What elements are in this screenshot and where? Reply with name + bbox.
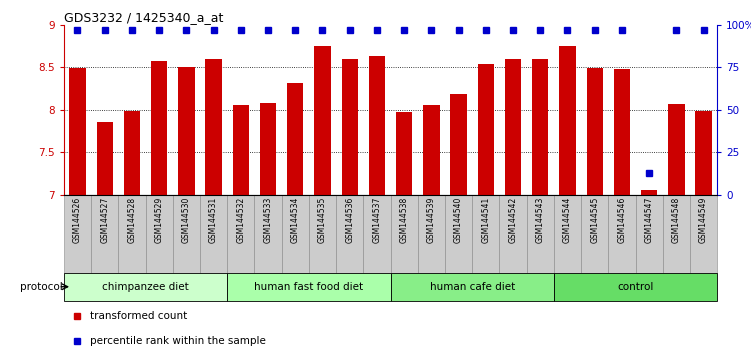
- Text: transformed count: transformed count: [90, 311, 187, 321]
- Bar: [451, 93, 467, 195]
- Bar: [581, 195, 608, 273]
- Bar: [119, 195, 146, 273]
- Bar: [396, 112, 412, 195]
- Bar: [668, 104, 684, 195]
- Text: GSM144533: GSM144533: [264, 197, 273, 244]
- Bar: [478, 64, 494, 195]
- Bar: [233, 105, 249, 195]
- Text: GSM144540: GSM144540: [454, 197, 463, 244]
- Bar: [499, 195, 526, 273]
- Bar: [608, 195, 635, 273]
- Bar: [124, 112, 140, 195]
- Text: GSM144547: GSM144547: [644, 197, 653, 244]
- Text: GSM144544: GSM144544: [563, 197, 572, 244]
- Text: percentile rank within the sample: percentile rank within the sample: [90, 336, 266, 346]
- Bar: [690, 195, 717, 273]
- Text: GSM144536: GSM144536: [345, 197, 354, 244]
- Text: protocol: protocol: [20, 282, 62, 292]
- Text: GSM144534: GSM144534: [291, 197, 300, 244]
- Bar: [554, 195, 581, 273]
- Bar: [614, 69, 630, 195]
- Bar: [151, 61, 167, 195]
- Bar: [641, 190, 657, 195]
- Bar: [260, 103, 276, 195]
- Bar: [206, 59, 222, 195]
- Bar: [526, 195, 554, 273]
- Bar: [287, 82, 303, 195]
- Text: GSM144526: GSM144526: [73, 197, 82, 243]
- Bar: [418, 195, 445, 273]
- Text: GSM144537: GSM144537: [372, 197, 382, 244]
- Bar: [64, 195, 91, 273]
- Bar: [227, 195, 255, 273]
- Text: GSM144539: GSM144539: [427, 197, 436, 244]
- Bar: [554, 273, 717, 301]
- Bar: [472, 195, 499, 273]
- Bar: [64, 273, 227, 301]
- Bar: [391, 273, 554, 301]
- Text: GSM144530: GSM144530: [182, 197, 191, 244]
- Text: GSM144543: GSM144543: [535, 197, 544, 244]
- Text: GSM144549: GSM144549: [699, 197, 708, 244]
- Bar: [559, 46, 575, 195]
- Text: human cafe diet: human cafe diet: [430, 282, 515, 292]
- Bar: [69, 68, 86, 195]
- Bar: [96, 122, 113, 195]
- Bar: [532, 59, 548, 195]
- Bar: [505, 59, 521, 195]
- Bar: [200, 195, 227, 273]
- Text: GSM144548: GSM144548: [672, 197, 681, 243]
- Bar: [587, 68, 603, 195]
- Bar: [178, 67, 195, 195]
- Bar: [342, 59, 358, 195]
- Bar: [227, 273, 391, 301]
- Bar: [91, 195, 119, 273]
- Bar: [173, 195, 200, 273]
- Text: GSM144538: GSM144538: [400, 197, 409, 243]
- Bar: [445, 195, 472, 273]
- Text: chimpanzee diet: chimpanzee diet: [102, 282, 189, 292]
- Bar: [391, 195, 418, 273]
- Text: GSM144527: GSM144527: [100, 197, 109, 243]
- Bar: [309, 195, 336, 273]
- Text: GDS3232 / 1425340_a_at: GDS3232 / 1425340_a_at: [64, 11, 223, 24]
- Text: human fast food diet: human fast food diet: [255, 282, 363, 292]
- Text: GSM144528: GSM144528: [128, 197, 137, 243]
- Bar: [282, 195, 309, 273]
- Bar: [695, 112, 712, 195]
- Bar: [662, 195, 690, 273]
- Text: GSM144545: GSM144545: [590, 197, 599, 244]
- Text: GSM144529: GSM144529: [155, 197, 164, 243]
- Bar: [255, 195, 282, 273]
- Bar: [314, 46, 330, 195]
- Bar: [336, 195, 363, 273]
- Bar: [424, 105, 439, 195]
- Text: GSM144542: GSM144542: [508, 197, 517, 243]
- Text: GSM144535: GSM144535: [318, 197, 327, 244]
- Text: GSM144531: GSM144531: [209, 197, 218, 243]
- Bar: [146, 195, 173, 273]
- Bar: [363, 195, 391, 273]
- Bar: [369, 56, 385, 195]
- Bar: [635, 195, 662, 273]
- Text: control: control: [617, 282, 653, 292]
- Text: GSM144546: GSM144546: [617, 197, 626, 244]
- Text: GSM144541: GSM144541: [481, 197, 490, 243]
- Text: GSM144532: GSM144532: [237, 197, 246, 243]
